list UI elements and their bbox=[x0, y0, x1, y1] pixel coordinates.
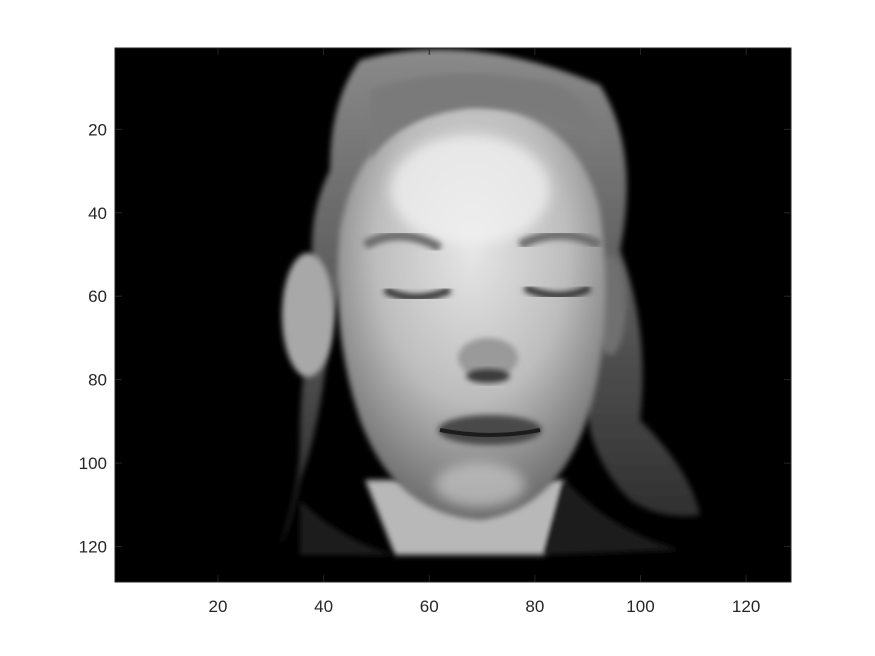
shirt-shadow bbox=[300, 480, 680, 555]
nose bbox=[458, 338, 518, 378]
left-eyebrow bbox=[362, 231, 443, 252]
y-tick-label: 60 bbox=[88, 287, 107, 306]
mouth bbox=[438, 415, 542, 445]
right-eye bbox=[523, 284, 592, 299]
left-eye bbox=[383, 286, 452, 301]
forehead-highlight bbox=[390, 135, 550, 245]
image-plot bbox=[114, 47, 792, 583]
y-axis-ticks: 20 40 60 80 100 120 bbox=[79, 120, 791, 557]
x-tick-label: 40 bbox=[314, 597, 333, 616]
x-tick-label: 20 bbox=[209, 597, 228, 616]
x-tick-label: 100 bbox=[626, 597, 654, 616]
y-tick-label: 80 bbox=[88, 371, 107, 390]
x-tick-label: 80 bbox=[525, 597, 544, 616]
face-image bbox=[280, 49, 700, 555]
y-tick-label: 100 bbox=[79, 454, 107, 473]
right-eyebrow bbox=[517, 230, 603, 250]
left-ear bbox=[282, 253, 334, 377]
mouth-line bbox=[439, 428, 541, 437]
x-axis-ticks: 20 40 60 80 100 120 bbox=[209, 48, 760, 616]
y-tick-label: 20 bbox=[88, 120, 107, 139]
axes-box bbox=[114, 47, 792, 583]
nose-shadow bbox=[466, 369, 510, 383]
hair-fringe bbox=[370, 73, 600, 160]
chin-highlight bbox=[435, 463, 525, 507]
y-tick-label: 120 bbox=[79, 538, 107, 557]
x-tick-label: 60 bbox=[420, 597, 439, 616]
y-tick-label: 40 bbox=[88, 204, 107, 223]
x-tick-label: 120 bbox=[732, 597, 760, 616]
